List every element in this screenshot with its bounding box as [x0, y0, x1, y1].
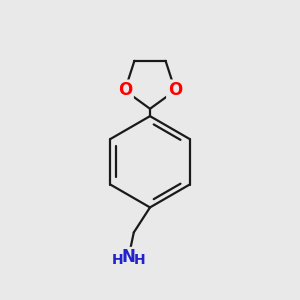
Text: O: O — [168, 82, 182, 100]
Text: H: H — [112, 253, 123, 267]
Text: H: H — [134, 253, 146, 267]
Text: O: O — [118, 82, 132, 100]
Text: N: N — [122, 248, 135, 266]
